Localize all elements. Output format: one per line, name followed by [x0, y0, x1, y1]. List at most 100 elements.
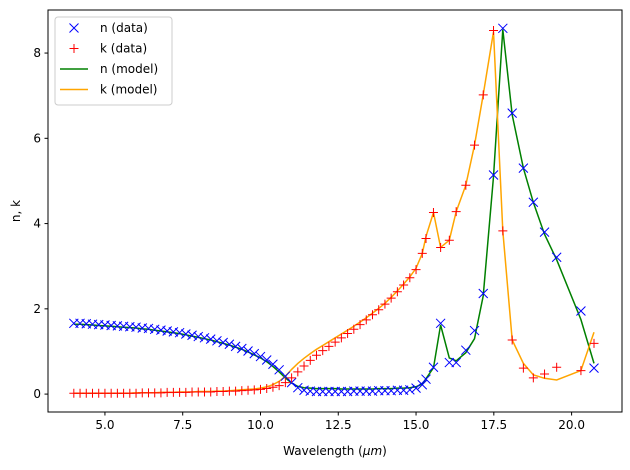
data-point — [293, 367, 303, 377]
data-point — [421, 233, 431, 243]
data-point — [292, 382, 303, 393]
data-point — [212, 335, 222, 346]
x-tick-label: 20.0 — [558, 418, 585, 432]
data-point — [444, 357, 455, 368]
legend-entry-n-model-: n (model) — [60, 62, 158, 76]
data-point — [255, 351, 266, 362]
data-point — [435, 318, 446, 329]
data-point — [507, 108, 518, 119]
series-n-data- — [68, 23, 599, 397]
data-point — [507, 335, 517, 345]
y-tick-label: 8 — [33, 46, 41, 60]
data-markers — [68, 23, 599, 398]
legend-entry-n-data-: n (data) — [69, 21, 148, 35]
data-point — [324, 341, 334, 351]
data-point — [405, 273, 415, 283]
data-point — [528, 197, 539, 208]
y-axis-ticks: 0 2 4 6 8 — [33, 46, 48, 401]
data-point — [218, 337, 229, 348]
x-tick-label: 12.5 — [325, 418, 352, 432]
x-tick-label: 15.0 — [403, 418, 430, 432]
data-point — [349, 324, 359, 334]
y-tick-label: 4 — [33, 217, 41, 231]
data-point — [518, 363, 528, 373]
x-axis-label: Wavelength (μm) — [283, 444, 387, 458]
data-point — [589, 338, 599, 348]
y-tick-label: 2 — [33, 302, 41, 316]
data-point — [311, 350, 321, 360]
data-point — [243, 346, 253, 356]
data-point — [305, 355, 315, 365]
data-point — [399, 280, 409, 290]
data-point — [421, 374, 431, 385]
data-point — [355, 320, 365, 330]
legend-label: k (model) — [100, 83, 158, 97]
data-point — [417, 379, 428, 390]
data-point — [361, 315, 371, 325]
data-point — [268, 382, 278, 392]
data-point — [411, 383, 421, 393]
data-point — [374, 305, 384, 315]
data-point — [489, 25, 499, 35]
data-point — [280, 378, 290, 388]
data-point — [539, 227, 550, 237]
y-axis-label: n, k — [9, 200, 23, 222]
data-point — [411, 265, 421, 275]
legend-label: n (data) — [100, 21, 148, 35]
data-point — [552, 362, 562, 372]
data-point — [470, 140, 480, 150]
data-point — [540, 369, 550, 379]
data-point — [180, 329, 191, 339]
data-point — [193, 331, 204, 342]
x-tick-label: 17.5 — [480, 418, 507, 432]
series-k-data- — [69, 25, 599, 398]
x-tick-label: 10.0 — [247, 418, 274, 432]
legend-entry-k-model-: k (model) — [60, 83, 158, 97]
legend: n (data) k (data) n (model) k (model) — [54, 16, 173, 106]
data-point — [451, 207, 461, 217]
data-point — [417, 248, 427, 258]
data-point — [299, 361, 309, 371]
data-point — [436, 242, 446, 252]
data-point — [478, 90, 488, 100]
data-point — [498, 226, 508, 236]
data-point — [318, 346, 328, 356]
data-point — [469, 325, 480, 336]
data-point — [428, 362, 439, 373]
data-point — [343, 329, 353, 339]
legend-label: n (model) — [100, 62, 158, 76]
data-point — [460, 345, 471, 356]
data-point — [261, 355, 272, 365]
y-tick-label: 6 — [33, 131, 41, 145]
x-axis-ticks: 5.0 7.5 10.0 12.5 15.0 17.5 20.0 — [95, 412, 585, 432]
data-point — [518, 163, 529, 174]
data-point — [386, 293, 396, 303]
x-tick-label: 7.5 — [173, 418, 192, 432]
data-point — [205, 334, 216, 344]
data-point — [380, 299, 390, 309]
data-point — [451, 357, 462, 368]
data-point — [551, 252, 562, 263]
x-tick-label: 5.0 — [95, 418, 114, 432]
data-point — [576, 366, 586, 376]
y-tick-label: 0 — [33, 387, 41, 401]
data-point — [286, 377, 297, 388]
data-point — [497, 23, 508, 34]
data-point — [576, 306, 586, 316]
legend-box — [54, 16, 173, 106]
data-point — [589, 363, 599, 373]
legend-marker-swatch — [69, 23, 79, 33]
data-point — [287, 373, 297, 383]
plot-frame — [47, 9, 623, 413]
data-point — [488, 170, 499, 180]
data-point — [428, 207, 438, 217]
data-point — [336, 333, 346, 343]
data-point — [224, 339, 235, 350]
data-point — [392, 287, 402, 297]
data-point — [236, 343, 247, 354]
data-point — [249, 348, 260, 359]
legend-marker-swatch — [69, 44, 79, 53]
data-point — [199, 332, 210, 343]
data-point — [174, 327, 185, 338]
